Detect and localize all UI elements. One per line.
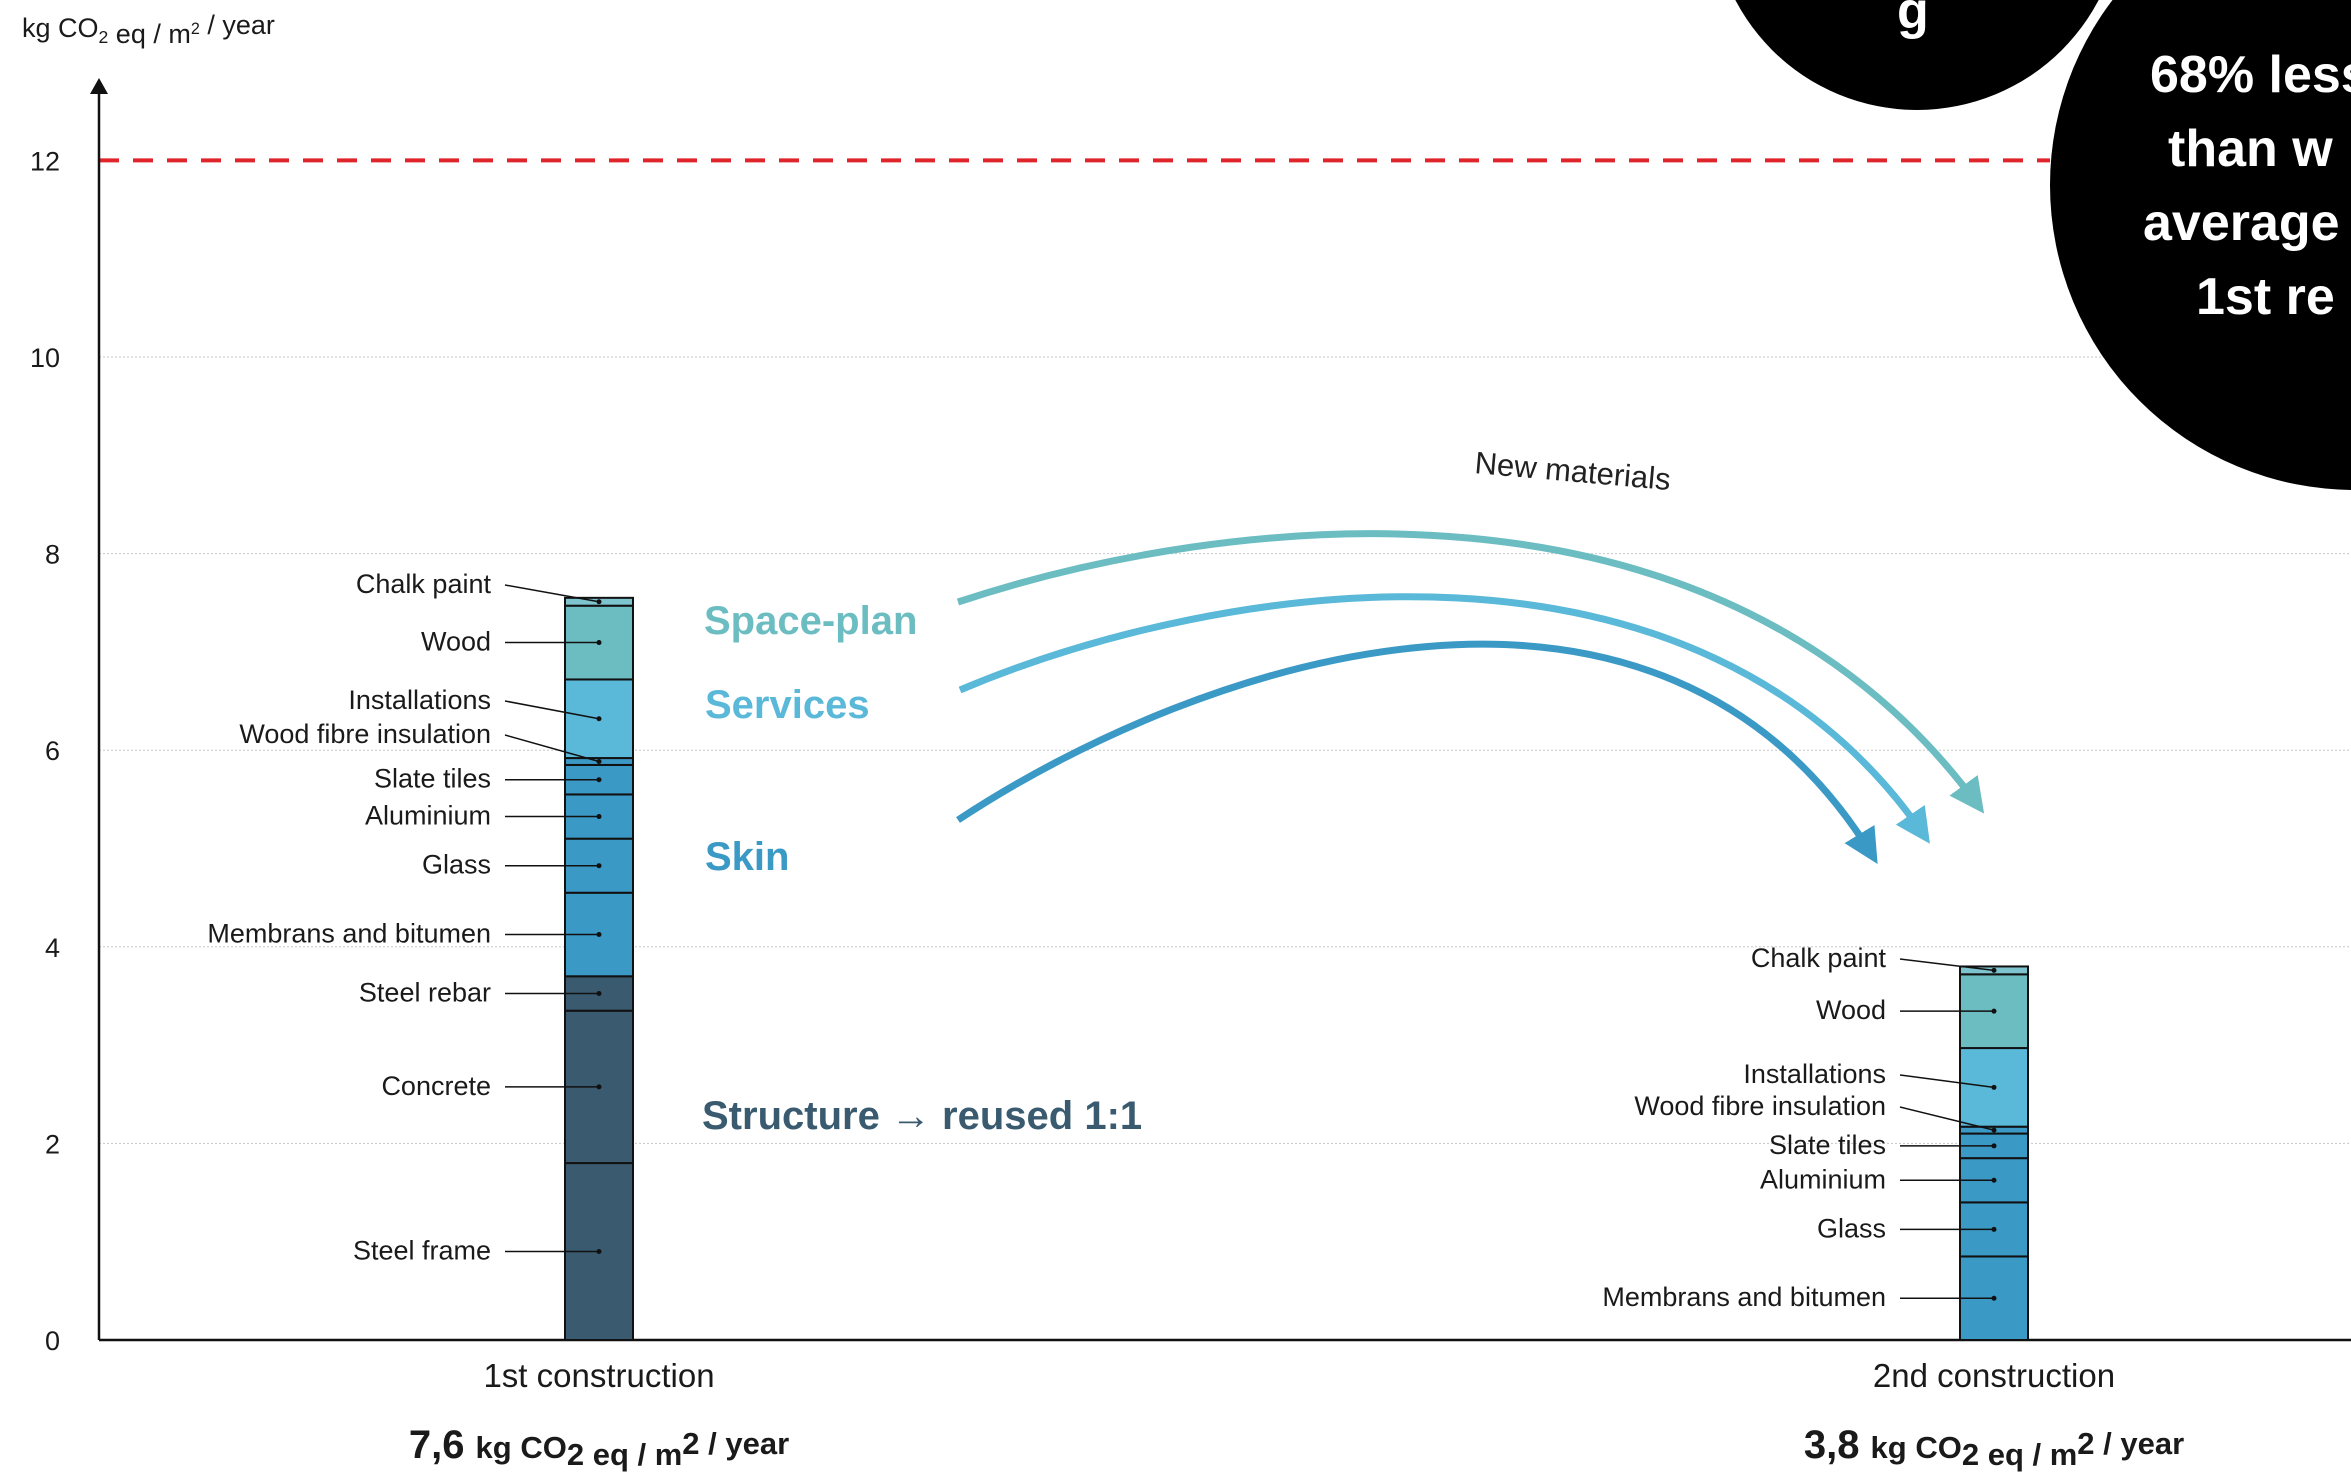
leader-dot bbox=[596, 640, 602, 646]
leader-dot bbox=[1991, 1084, 1997, 1090]
segment-label: Aluminium bbox=[1760, 1164, 1886, 1194]
annotation-services: Services bbox=[705, 683, 870, 727]
segment-label: Installations bbox=[1743, 1059, 1886, 1089]
segment-label: Installations bbox=[348, 685, 491, 715]
label-leader bbox=[504, 700, 600, 720]
y-tick-labels: 0 2 4 6 8 10 12 bbox=[30, 146, 60, 1356]
skin-arrow bbox=[956, 640, 1878, 864]
segment-label: Concrete bbox=[381, 1071, 491, 1101]
leader-dot bbox=[596, 814, 602, 820]
leader-dot bbox=[1991, 1177, 1997, 1183]
leader-dot bbox=[596, 777, 602, 783]
annotation-space-plan: Space-plan bbox=[704, 599, 917, 643]
leader-dot bbox=[1991, 1127, 1997, 1133]
category-label: 1st construction bbox=[483, 1357, 714, 1394]
leader-dot bbox=[596, 1084, 602, 1090]
y-tick-label: 4 bbox=[45, 933, 60, 963]
segment-label: Slate tiles bbox=[1769, 1130, 1886, 1160]
callout-1-line-1: g bbox=[1897, 0, 1929, 40]
leader-dot bbox=[1991, 967, 1997, 973]
segment-labels: Steel frame Concrete Steel rebar Membrans a… bbox=[207, 569, 1997, 1312]
y-axis-label: kg CO2 eq / m2 / year bbox=[22, 10, 275, 49]
leader-dot bbox=[1991, 1226, 1997, 1232]
y-tick-label: 2 bbox=[45, 1129, 60, 1159]
label-leader bbox=[1899, 958, 1995, 972]
label-leader bbox=[504, 584, 600, 603]
space-plan-arrow bbox=[956, 530, 1985, 814]
label-leader bbox=[1899, 1106, 1995, 1131]
label-leader bbox=[1899, 1074, 1995, 1089]
segment-label: Wood fibre insulation bbox=[1634, 1091, 1886, 1121]
leader-dot bbox=[1991, 1008, 1997, 1014]
segment-label: Chalk paint bbox=[356, 569, 492, 599]
y-tick-label: 6 bbox=[45, 736, 60, 766]
label-leader bbox=[504, 734, 600, 763]
segment-label: Glass bbox=[422, 850, 491, 880]
category-labels: 1st construction 2nd construction bbox=[483, 1357, 2115, 1394]
callout-2-line-2: than w bbox=[2168, 120, 2333, 178]
leader-dot bbox=[596, 863, 602, 869]
segment-label: Steel rebar bbox=[359, 977, 491, 1007]
leader-dot bbox=[596, 716, 602, 722]
segment-label: Chalk paint bbox=[1751, 943, 1887, 973]
y-tick-label: 0 bbox=[45, 1326, 60, 1356]
annotation-new-materials: New materials bbox=[1473, 445, 1672, 497]
callout-2-line-3: average bbox=[2143, 194, 2340, 252]
y-tick-label: 10 bbox=[30, 343, 60, 373]
leader-dot bbox=[596, 759, 602, 765]
segment-label: Wood bbox=[421, 627, 491, 657]
leader-dot bbox=[1991, 1295, 1997, 1301]
callout-2-line-1: 68% less bbox=[2150, 46, 2351, 104]
leader-dot bbox=[1991, 1143, 1997, 1149]
y-axis-arrow bbox=[90, 78, 108, 94]
bar-totals: 7,6 kg CO2 eq / m2 / year 3,8 kg CO2 eq /… bbox=[409, 1423, 2184, 1472]
leader-dot bbox=[596, 932, 602, 938]
services-arrow bbox=[958, 593, 1930, 844]
segment-label: Aluminium bbox=[365, 801, 491, 831]
bar-total-label: 3,8 kg CO2 eq / m2 / year bbox=[1804, 1423, 2184, 1472]
callout-2-line-4: 1st re bbox=[2196, 268, 2335, 326]
callout-circle-2 bbox=[2050, 0, 2351, 490]
callout-circle-1 bbox=[1735, 0, 2099, 110]
leader-dot bbox=[596, 599, 602, 605]
bar-total-label: 7,6 kg CO2 eq / m2 / year bbox=[409, 1423, 789, 1472]
segment-label: Wood bbox=[1816, 995, 1886, 1025]
segment-label: Slate tiles bbox=[374, 764, 491, 794]
category-label: 2nd construction bbox=[1873, 1357, 2115, 1394]
segment-label: Membrans and bitumen bbox=[207, 919, 491, 949]
annotation-skin: Skin bbox=[705, 835, 789, 879]
segment-label: Wood fibre insulation bbox=[239, 719, 491, 749]
leader-dot bbox=[596, 990, 602, 996]
leader-dot bbox=[596, 1249, 602, 1255]
y-tick-label: 12 bbox=[30, 146, 60, 176]
segment-label: Steel frame bbox=[353, 1236, 491, 1266]
segment-label: Membrans and bitumen bbox=[1602, 1282, 1886, 1312]
y-tick-label: 8 bbox=[45, 540, 60, 570]
annotation-structure: Structure → reused 1:1 bbox=[702, 1094, 1142, 1138]
segment-label: Glass bbox=[1817, 1213, 1886, 1243]
